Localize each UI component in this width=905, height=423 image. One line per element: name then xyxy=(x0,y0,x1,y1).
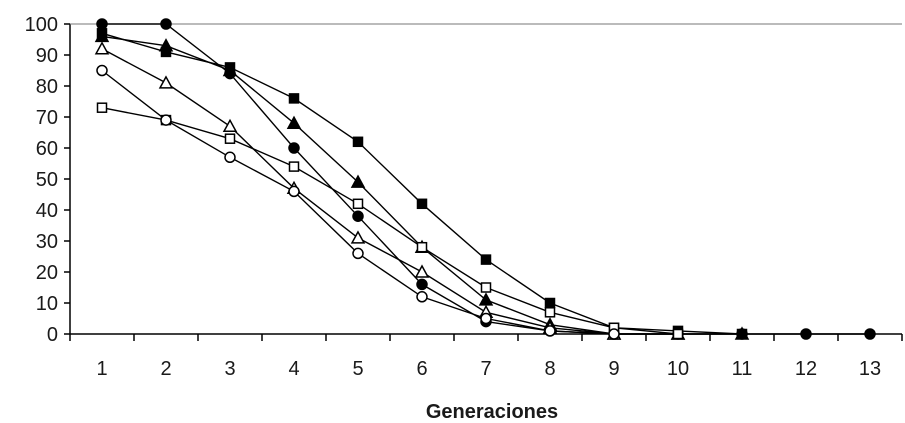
y-tick-label: 60 xyxy=(36,138,58,160)
data-point-filled-circle xyxy=(160,18,172,30)
data-point-filled-circle xyxy=(800,328,812,340)
y-tick-label: 100 xyxy=(25,14,58,36)
data-point-open-circle xyxy=(608,328,620,340)
data-point-filled-square xyxy=(480,254,492,265)
data-point-filled-triangle xyxy=(734,326,750,340)
data-point-open-circle xyxy=(160,114,172,126)
data-point-open-square xyxy=(672,328,684,340)
data-point-filled-circle xyxy=(352,210,364,222)
data-point-filled-triangle xyxy=(158,38,174,52)
data-point-open-triangle xyxy=(350,230,366,244)
data-point-open-triangle xyxy=(94,41,110,55)
data-point-open-circle xyxy=(352,247,364,260)
data-point-open-triangle xyxy=(414,264,430,278)
y-tick-label: 70 xyxy=(36,107,58,129)
x-tick-label: 4 xyxy=(288,358,299,380)
data-point-open-square xyxy=(288,161,300,172)
x-tick-label: 2 xyxy=(160,358,171,380)
series-markers xyxy=(94,18,876,340)
y-tick-label: 80 xyxy=(36,76,58,98)
data-point-open-square xyxy=(416,241,428,253)
data-point-filled-circle xyxy=(416,278,428,291)
x-tick-label: 6 xyxy=(416,358,427,380)
data-point-filled-circle xyxy=(288,142,300,154)
data-point-open-circle xyxy=(224,151,236,164)
data-point-open-circle xyxy=(288,185,300,198)
y-tick-label: 50 xyxy=(36,169,58,191)
x-tick-label: 9 xyxy=(608,358,619,380)
data-point-filled-triangle xyxy=(350,174,366,188)
data-point-filled-square xyxy=(544,297,556,309)
x-tick-label: 10 xyxy=(667,358,689,380)
y-tick-label: 0 xyxy=(47,324,58,346)
data-point-open-circle xyxy=(96,64,108,77)
y-tick-label: 20 xyxy=(36,262,58,284)
series-line-open-triangle xyxy=(101,48,678,335)
data-point-filled-circle xyxy=(864,328,876,340)
x-tick-label: 8 xyxy=(544,358,555,380)
data-point-open-circle xyxy=(544,325,556,337)
data-point-filled-square xyxy=(352,136,364,148)
x-tick-label: 11 xyxy=(732,358,753,380)
data-point-open-triangle xyxy=(158,75,174,89)
data-point-open-triangle xyxy=(222,118,238,133)
data-point-filled-circle xyxy=(96,18,108,30)
x-tick-label: 12 xyxy=(795,358,817,380)
x-tick-label: 5 xyxy=(352,358,363,380)
y-tick-label: 10 xyxy=(36,293,58,315)
data-point-open-square xyxy=(224,133,236,144)
data-point-open-circle xyxy=(480,312,492,325)
x-tick-label: 13 xyxy=(859,358,881,380)
data-point-filled-square xyxy=(416,198,428,210)
data-point-open-square xyxy=(480,282,492,293)
x-tick-label: 7 xyxy=(480,358,491,380)
x-axis-title: Generaciones xyxy=(426,401,558,423)
data-point-filled-triangle xyxy=(286,115,302,129)
y-tick-label: 90 xyxy=(36,45,58,67)
y-tick-label: 40 xyxy=(36,200,58,222)
x-tick-label: 3 xyxy=(224,358,235,380)
y-tick-label: 30 xyxy=(36,231,58,253)
data-point-filled-triangle xyxy=(222,62,238,77)
data-point-open-square xyxy=(96,102,108,113)
x-tick-label: 1 xyxy=(96,358,107,380)
data-point-open-square xyxy=(544,307,556,318)
series-line-open-square xyxy=(101,107,679,335)
data-point-filled-square xyxy=(288,93,300,104)
data-point-open-circle xyxy=(416,291,428,303)
data-point-open-square xyxy=(352,198,364,210)
